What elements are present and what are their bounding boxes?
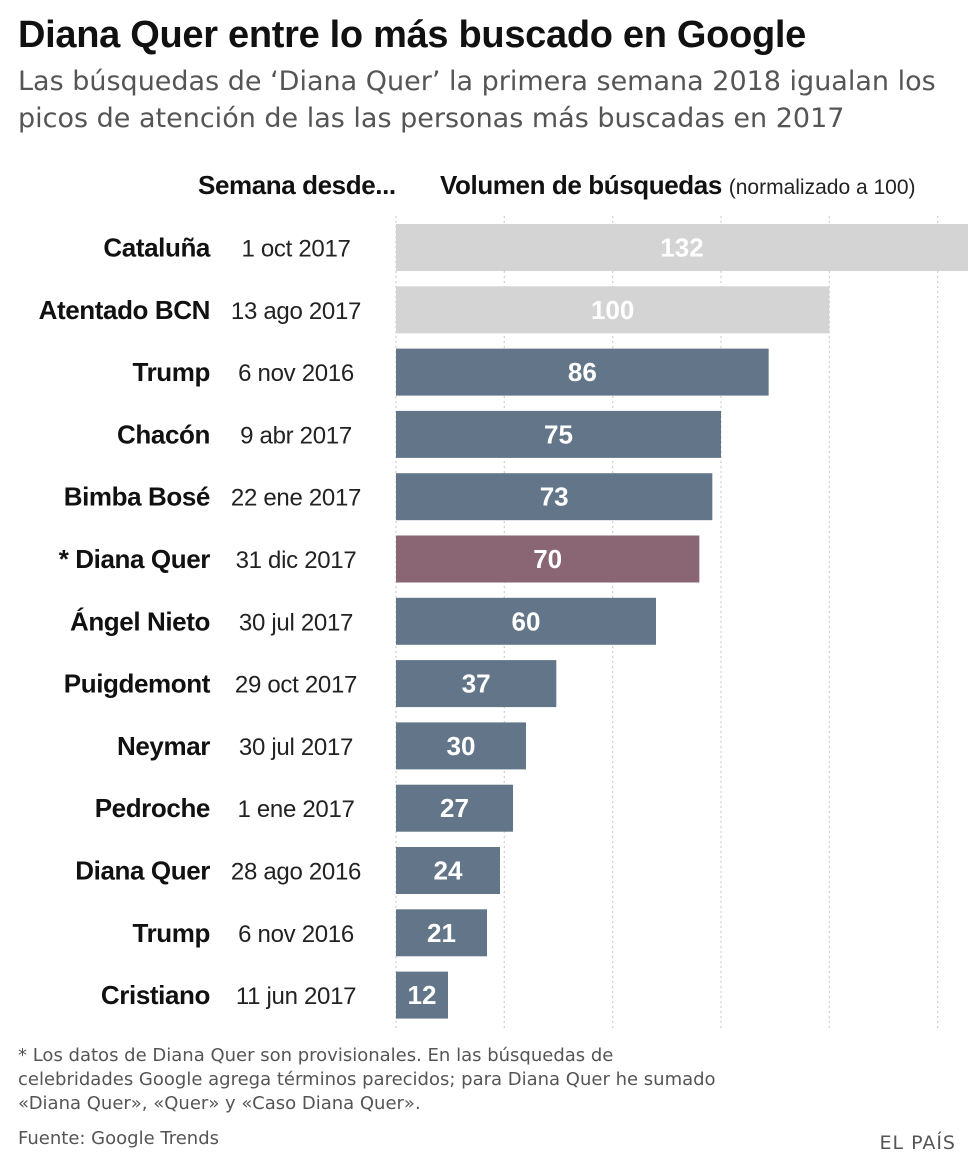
bar [396, 348, 769, 396]
value-label: 86 [568, 357, 597, 387]
category-label: Trump [133, 918, 210, 948]
bar [396, 473, 713, 521]
bar [396, 847, 500, 894]
date-label: 28 ago 2016 [231, 859, 361, 886]
date-label: 6 nov 2016 [238, 921, 354, 948]
date-label: 31 dic 2017 [236, 547, 357, 574]
category-label: Diana Quer [75, 856, 210, 886]
category-label: Bimba Bosé [64, 482, 210, 512]
bar [396, 410, 721, 458]
date-label: 30 jul 2017 [239, 734, 353, 761]
value-label: 27 [440, 793, 469, 823]
bar [396, 784, 513, 832]
bar [396, 224, 968, 271]
date-label: 9 abr 2017 [240, 422, 352, 449]
category-label: Pedroche [95, 793, 210, 823]
date-label: 1 ene 2017 [237, 796, 354, 823]
value-label: 60 [512, 606, 541, 636]
category-label: Neymar [117, 731, 210, 761]
date-label: 13 ago 2017 [231, 298, 361, 325]
value-label: 75 [544, 419, 573, 449]
category-label: * Diana Quer [59, 544, 211, 574]
category-label: Chacón [117, 419, 210, 449]
chart-subtitle: Las búsquedas de ‘Diana Quer’ la primera… [18, 66, 936, 134]
value-label: 30 [447, 731, 476, 761]
category-label: Puigdemont [64, 669, 211, 699]
value-label: 100 [591, 295, 634, 325]
bar [396, 971, 448, 1019]
date-label: 30 jul 2017 [239, 609, 353, 636]
chart-title: Diana Quer entre lo más buscado en Googl… [18, 14, 807, 56]
date-label: 22 ene 2017 [231, 485, 361, 512]
category-label: Cristiano [101, 980, 210, 1010]
value-label: 70 [533, 544, 562, 574]
date-label: 6 nov 2016 [238, 360, 354, 387]
value-label: 12 [408, 980, 437, 1010]
date-label: 1 oct 2017 [241, 236, 350, 263]
volume-header-note: (normalizado a 100) [728, 176, 916, 199]
category-label: Atentado BCN [39, 295, 210, 325]
volume-header-label: Volumen de búsquedas [440, 170, 722, 200]
source-note: Fuente: Google Trends [18, 1128, 220, 1149]
value-label: 132 [660, 233, 703, 263]
week-column-header: Semana desde... [198, 170, 396, 200]
brand-logo: EL PAÍS [879, 1132, 956, 1154]
value-label: 73 [540, 482, 569, 512]
date-label: 29 oct 2017 [235, 672, 357, 699]
value-label: 37 [462, 669, 491, 699]
date-label: 11 jun 2017 [236, 983, 356, 1010]
bar [396, 722, 526, 770]
bar-chart: Cataluña 1 oct 2017 132 Atentado BCN 13 ago … [39, 216, 968, 1028]
bar [396, 535, 700, 583]
bar [396, 660, 557, 708]
value-label: 24 [434, 856, 463, 886]
bar [396, 909, 487, 957]
category-label: Trump [133, 357, 210, 387]
category-label: Cataluña [103, 233, 211, 263]
category-label: Ángel Nieto [70, 606, 210, 636]
footnote: * Los datos de Diana Quer son provisiona… [18, 1045, 716, 1114]
bar [396, 286, 830, 334]
value-label: 21 [427, 918, 456, 948]
volume-column-header: Volumen de búsquedas (normalizado a 100) [440, 170, 916, 201]
bar [396, 597, 656, 645]
